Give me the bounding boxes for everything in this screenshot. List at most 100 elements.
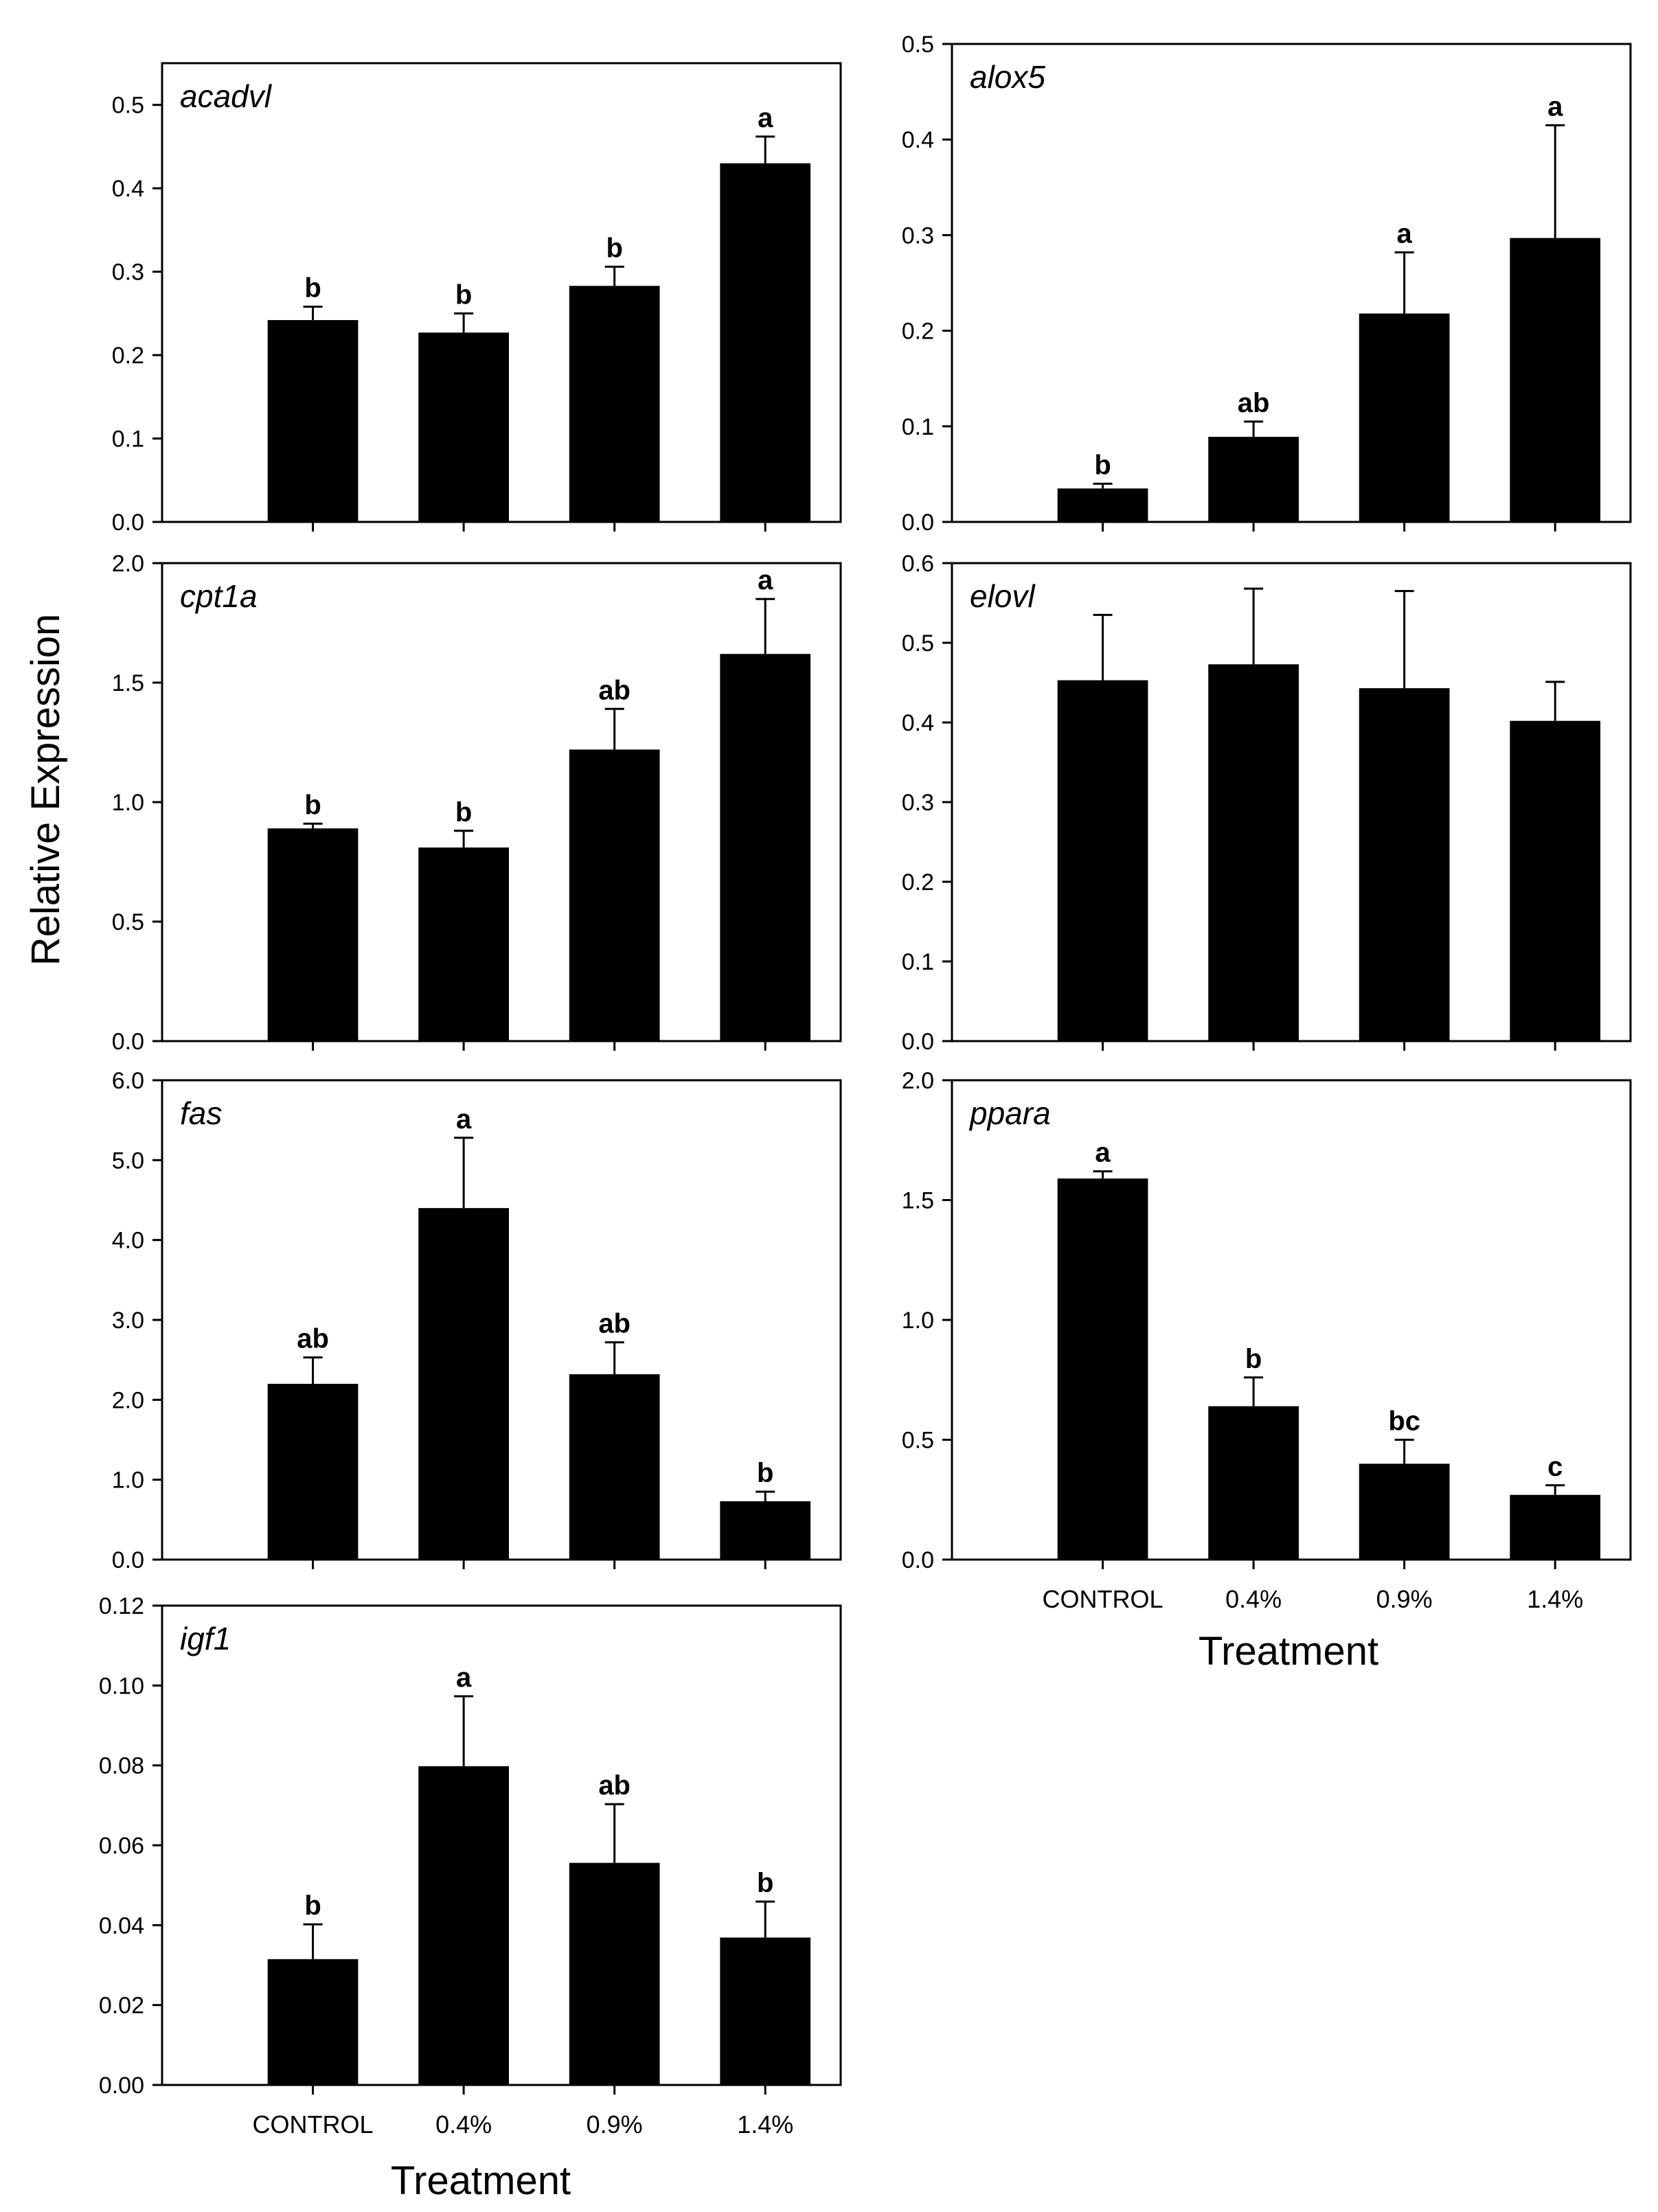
x-tick-label: CONTROL (1043, 1585, 1163, 1613)
significance-label: b (757, 1458, 773, 1488)
y-tick-label: 2.0 (902, 1068, 934, 1094)
chart-panel-igf1: 0.00 0.02 0.04 0.06 0.08 0.10 0.12 b CONTROL a 0.4… (99, 1593, 842, 2139)
y-tick-label: 0.1 (112, 426, 144, 453)
bar-acadvl-0 (267, 320, 359, 522)
bar-ppara-0 (1057, 1178, 1148, 1560)
y-tick-label: 1.0 (902, 1308, 934, 1334)
significance-label: b (455, 797, 472, 828)
y-tick-label: 4.0 (112, 1228, 144, 1254)
y-tick-label: 0.1 (902, 949, 934, 975)
significance-label: b (304, 273, 321, 304)
bar-elovl-3 (1510, 720, 1601, 1041)
significance-label: b (304, 790, 321, 820)
significance-label: a (758, 103, 773, 133)
significance-label: a (1547, 91, 1563, 122)
x-tick-label: 0.4% (1225, 1585, 1282, 1613)
significance-label: b (606, 233, 622, 263)
y-tick-label: 0.4 (902, 710, 934, 736)
y-tick-label: 0.5 (902, 630, 934, 657)
significance-label: b (455, 280, 472, 310)
y-tick-label: 0.0 (902, 1547, 934, 1573)
y-tick-label: 0.3 (902, 790, 934, 816)
y-tick-label: 1.5 (902, 1188, 934, 1214)
gene-label: cpt1a (180, 578, 258, 614)
bar-alox5-0 (1057, 488, 1148, 522)
gene-label: alox5 (970, 59, 1045, 95)
bar-acadvl-2 (569, 286, 660, 522)
y-tick-label: 0.0 (902, 1029, 934, 1055)
significance-label: a (1095, 1138, 1111, 1168)
y-tick-label: 0.4 (112, 176, 144, 202)
significance-label: c (1547, 1452, 1563, 1482)
gene-label: elovl (970, 578, 1036, 614)
y-tick-label: 1.0 (112, 790, 144, 816)
bar-acadvl-3 (720, 163, 811, 522)
y-tick-label: 3.0 (112, 1308, 144, 1334)
bar-fas-3 (720, 1501, 811, 1560)
y-tick-label: 2.0 (112, 1387, 144, 1413)
gene-label: ppara (968, 1095, 1051, 1131)
gene-label: igf1 (180, 1621, 231, 1656)
bar-cpt1a-2 (569, 749, 660, 1041)
chart-panel-elovl: 0.0 0.1 0.2 0.3 0.4 0.5 0.6 elovl (902, 551, 1632, 1055)
significance-label: b (757, 1868, 773, 1898)
bar-igf1-1 (418, 1766, 509, 2085)
x-tick-label: 0.9% (1376, 1585, 1433, 1613)
y-tick-label: 0.4 (902, 127, 934, 153)
bar-igf1-2 (569, 1862, 660, 2085)
significance-label: ab (297, 1324, 329, 1354)
y-tick-label: 0.08 (99, 1753, 144, 1779)
y-tick-label: 0.5 (112, 909, 144, 935)
y-tick-label: 2.0 (112, 551, 144, 577)
gene-label: fas (180, 1095, 222, 1131)
significance-label: a (758, 565, 773, 595)
x-tick-label: 1.4% (737, 2110, 793, 2139)
significance-label: a (1397, 218, 1413, 249)
x-axis-title-right: Treatment (1199, 1629, 1378, 1674)
significance-label: ab (598, 675, 631, 705)
bar-cpt1a-0 (267, 828, 359, 1041)
chart-panel-alox5: 0.0 0.1 0.2 0.3 0.4 0.5 b ab a a alox5 (902, 32, 1632, 536)
bar-cpt1a-1 (418, 847, 509, 1041)
y-tick-label: 0.5 (112, 93, 144, 119)
y-tick-label: 0.0 (112, 510, 144, 536)
significance-label: ab (1238, 388, 1270, 418)
x-tick-label: CONTROL (253, 2110, 374, 2139)
y-axis-title: Relative Expression (23, 614, 68, 966)
y-tick-label: 5.0 (112, 1148, 144, 1174)
significance-label: ab (598, 1309, 631, 1339)
bar-ppara-3 (1510, 1494, 1601, 1560)
y-tick-label: 6.0 (112, 1068, 144, 1094)
significance-label: a (456, 1663, 472, 1693)
y-tick-label: 0.2 (112, 343, 144, 369)
bar-alox5-2 (1359, 313, 1450, 522)
bar-fas-0 (267, 1384, 359, 1560)
bar-acadvl-1 (418, 332, 509, 522)
chart-panel-acadvl: 0.0 0.1 0.2 0.3 0.4 0.5 b b b a acadvl (112, 62, 842, 536)
y-tick-label: 0.12 (99, 1593, 144, 1619)
x-tick-label: 0.9% (587, 2110, 643, 2139)
y-tick-label: 0.00 (99, 2073, 144, 2099)
y-tick-label: 0.5 (902, 1428, 934, 1454)
x-tick-label: 1.4% (1527, 1585, 1583, 1613)
bar-alox5-3 (1510, 238, 1601, 522)
bar-elovl-0 (1057, 680, 1148, 1041)
bar-alox5-1 (1208, 437, 1299, 522)
bar-igf1-3 (720, 1937, 811, 2085)
gene-label: acadvl (180, 78, 273, 114)
bar-ppara-2 (1359, 1463, 1450, 1560)
bar-cpt1a-3 (720, 654, 811, 1041)
y-tick-label: 0.5 (902, 32, 934, 58)
y-tick-label: 0.04 (99, 1913, 144, 1939)
y-tick-label: 0.2 (902, 319, 934, 345)
y-tick-label: 1.5 (112, 670, 144, 696)
y-tick-label: 0.02 (99, 1993, 144, 2019)
chart-panel-fas: 0.0 1.0 2.0 3.0 4.0 5.0 6.0 ab a ab b fas (112, 1068, 842, 1573)
y-tick-label: 0.10 (99, 1673, 144, 1699)
y-tick-label: 0.1 (902, 414, 934, 440)
y-tick-label: 0.3 (112, 260, 144, 286)
significance-label: b (1245, 1344, 1262, 1374)
y-tick-label: 0.0 (112, 1029, 144, 1055)
significance-label: a (456, 1104, 472, 1134)
